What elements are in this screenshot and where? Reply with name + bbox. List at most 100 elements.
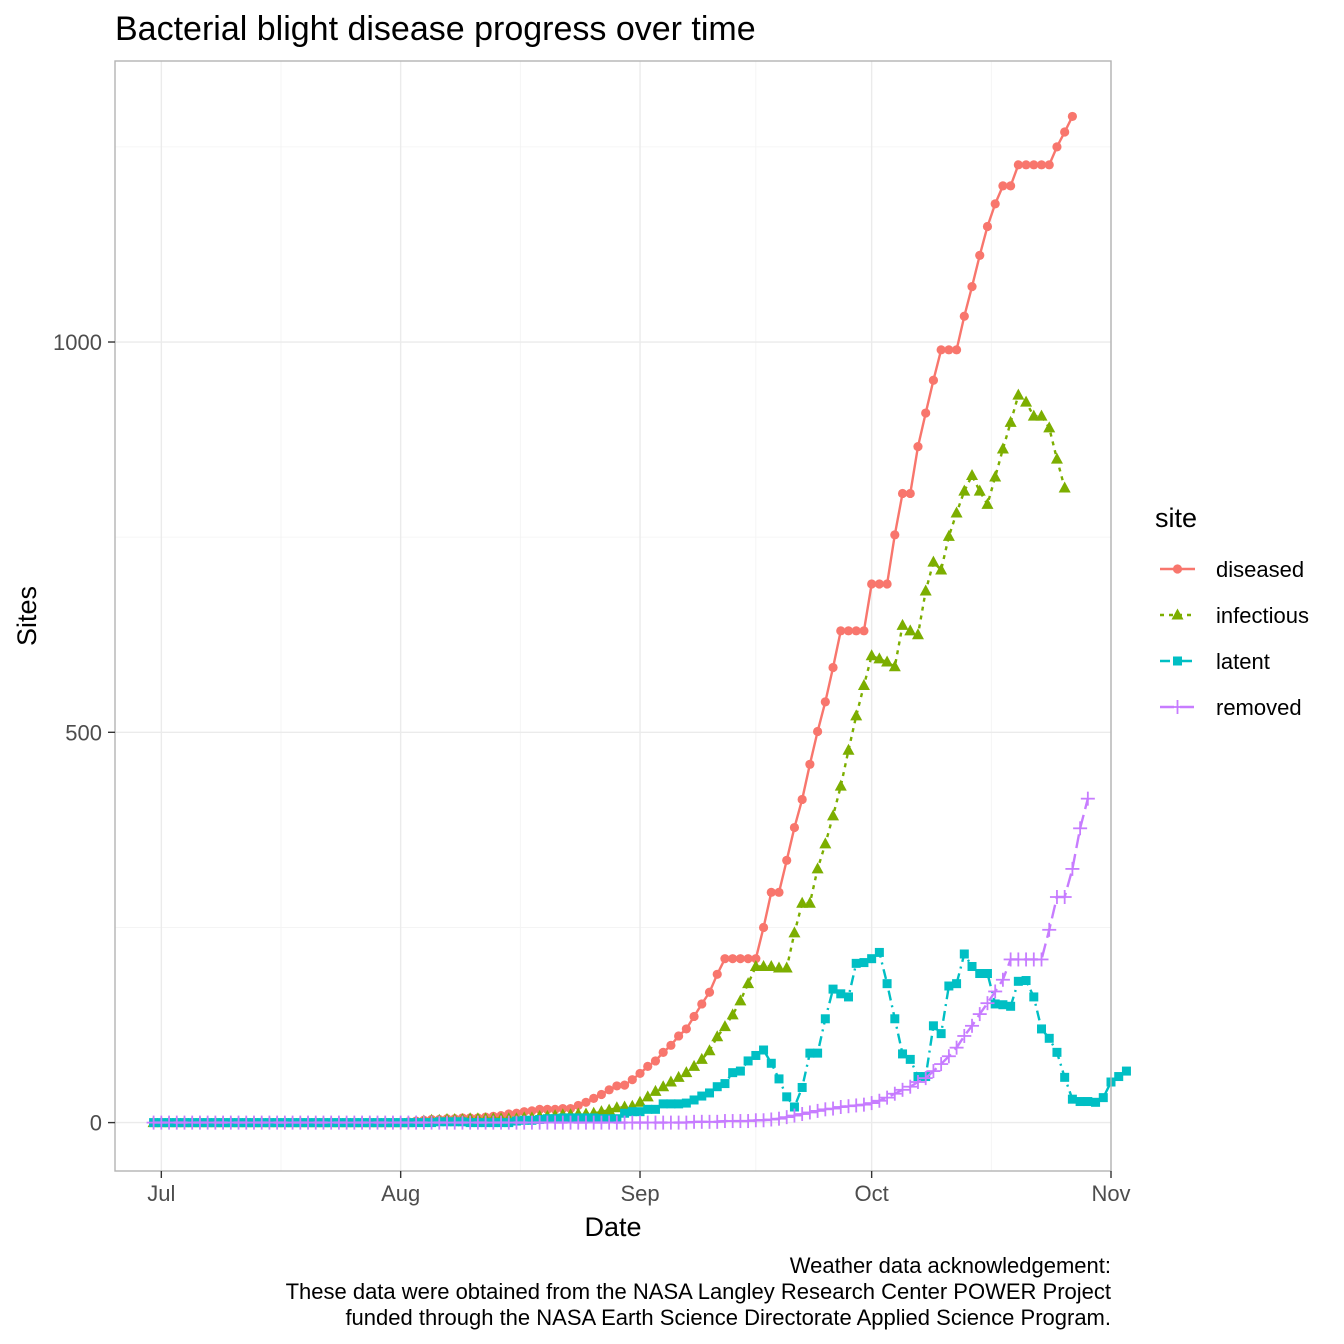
- point-latent: [828, 984, 838, 994]
- point-diseased: [843, 626, 854, 636]
- point-diseased: [913, 442, 923, 452]
- point-diseased: [828, 662, 838, 673]
- point-latent: [1060, 1072, 1070, 1082]
- point-infectious: [842, 743, 855, 755]
- point-infectious: [734, 994, 747, 1006]
- point-latent: [635, 1107, 645, 1117]
- point-diseased: [635, 1068, 645, 1079]
- point-diseased: [527, 1106, 537, 1116]
- point-diseased: [1036, 160, 1047, 170]
- point-removed: [772, 1111, 786, 1126]
- point-removed: [910, 1075, 925, 1090]
- point-diseased: [1060, 127, 1070, 137]
- point-removed: [949, 1040, 964, 1055]
- point-diseased: [758, 922, 769, 933]
- point-latent: [1121, 1066, 1131, 1076]
- point-removed: [887, 1086, 902, 1101]
- point-latent: [751, 1050, 761, 1060]
- point-latent: [774, 1074, 784, 1084]
- point-diseased: [882, 579, 892, 589]
- point-latent: [843, 992, 853, 1002]
- point-diseased: [975, 250, 985, 260]
- legend-label: latent: [1216, 649, 1270, 674]
- point-diseased: [689, 1011, 699, 1022]
- point-latent: [674, 1099, 684, 1109]
- point-latent: [936, 1029, 946, 1039]
- point-diseased: [751, 954, 761, 964]
- point-latent: [797, 1082, 807, 1092]
- panel-background: [115, 61, 1111, 1171]
- point-diseased: [967, 281, 977, 292]
- caption-line-2: These data were obtained from the NASA L…: [286, 1279, 1111, 1304]
- point-infectious: [803, 896, 816, 908]
- point-diseased: [743, 954, 753, 964]
- point-infectious: [819, 837, 832, 849]
- point-removed: [972, 1007, 987, 1022]
- point-latent: [898, 1049, 908, 1059]
- point-infectious: [950, 506, 963, 518]
- point-infectious: [680, 1066, 693, 1078]
- point-infectious: [896, 618, 909, 630]
- point-infectious: [634, 1095, 647, 1107]
- point-removed: [787, 1108, 802, 1123]
- point-infectious: [749, 959, 762, 971]
- point-removed: [1042, 922, 1057, 937]
- point-infectious: [796, 896, 809, 908]
- point-infectious: [1012, 388, 1025, 400]
- legend-label: removed: [1216, 695, 1302, 720]
- caption: Weather data acknowledgement: These data…: [286, 1253, 1111, 1330]
- point-infectious: [981, 497, 994, 509]
- point-latent: [735, 1066, 745, 1076]
- point-diseased: [735, 954, 745, 964]
- point-diseased: [704, 987, 715, 997]
- point-latent: [890, 1014, 900, 1024]
- point-diseased: [1067, 111, 1077, 122]
- point-latent: [697, 1091, 707, 1101]
- legend-items: diseased infectious latent removed: [1160, 557, 1309, 720]
- point-infectious: [765, 959, 778, 971]
- point-latent: [766, 1058, 776, 1068]
- point-infectious: [919, 584, 932, 596]
- point-latent: [1021, 976, 1031, 986]
- point-infectious: [688, 1059, 701, 1071]
- point-diseased: [1044, 160, 1054, 170]
- point-latent: [712, 1082, 722, 1092]
- point-diseased: [650, 1056, 661, 1066]
- point-infectious: [888, 660, 901, 672]
- point-latent: [1067, 1094, 1077, 1104]
- point-removed: [918, 1071, 933, 1086]
- point-latent: [1029, 992, 1039, 1002]
- point-latent: [743, 1056, 753, 1066]
- point-diseased: [944, 345, 954, 355]
- point-infectious: [973, 484, 986, 496]
- point-infectious: [904, 624, 917, 636]
- series-layer: [146, 111, 1131, 1130]
- point-diseased: [959, 311, 969, 321]
- point-latent: [928, 1021, 938, 1031]
- point-removed: [826, 1101, 841, 1116]
- point-infectious: [664, 1075, 677, 1087]
- point-diseased: [874, 579, 884, 589]
- point-latent: [944, 981, 954, 991]
- legend-item-removed: removed: [1160, 695, 1302, 720]
- legend-item-infectious: infectious: [1160, 603, 1309, 628]
- point-infectious: [834, 779, 847, 791]
- legend-item-diseased: diseased: [1160, 557, 1304, 582]
- x-tick-label: Nov: [1091, 1181, 1130, 1206]
- point-diseased: [928, 375, 939, 385]
- point-diseased: [573, 1100, 583, 1111]
- point-removed: [1034, 952, 1049, 967]
- point-latent: [1052, 1047, 1062, 1057]
- point-infectious: [935, 563, 948, 575]
- point-infectious: [780, 961, 793, 973]
- point-diseased: [535, 1104, 545, 1114]
- point-latent: [820, 1014, 830, 1024]
- point-latent: [905, 1054, 915, 1064]
- legend-key-square: [1173, 656, 1182, 666]
- point-removed: [926, 1064, 941, 1079]
- point-removed: [810, 1103, 825, 1118]
- point-latent: [689, 1095, 699, 1105]
- point-removed: [795, 1107, 810, 1122]
- point-diseased: [627, 1075, 637, 1085]
- point-infectious: [757, 959, 770, 971]
